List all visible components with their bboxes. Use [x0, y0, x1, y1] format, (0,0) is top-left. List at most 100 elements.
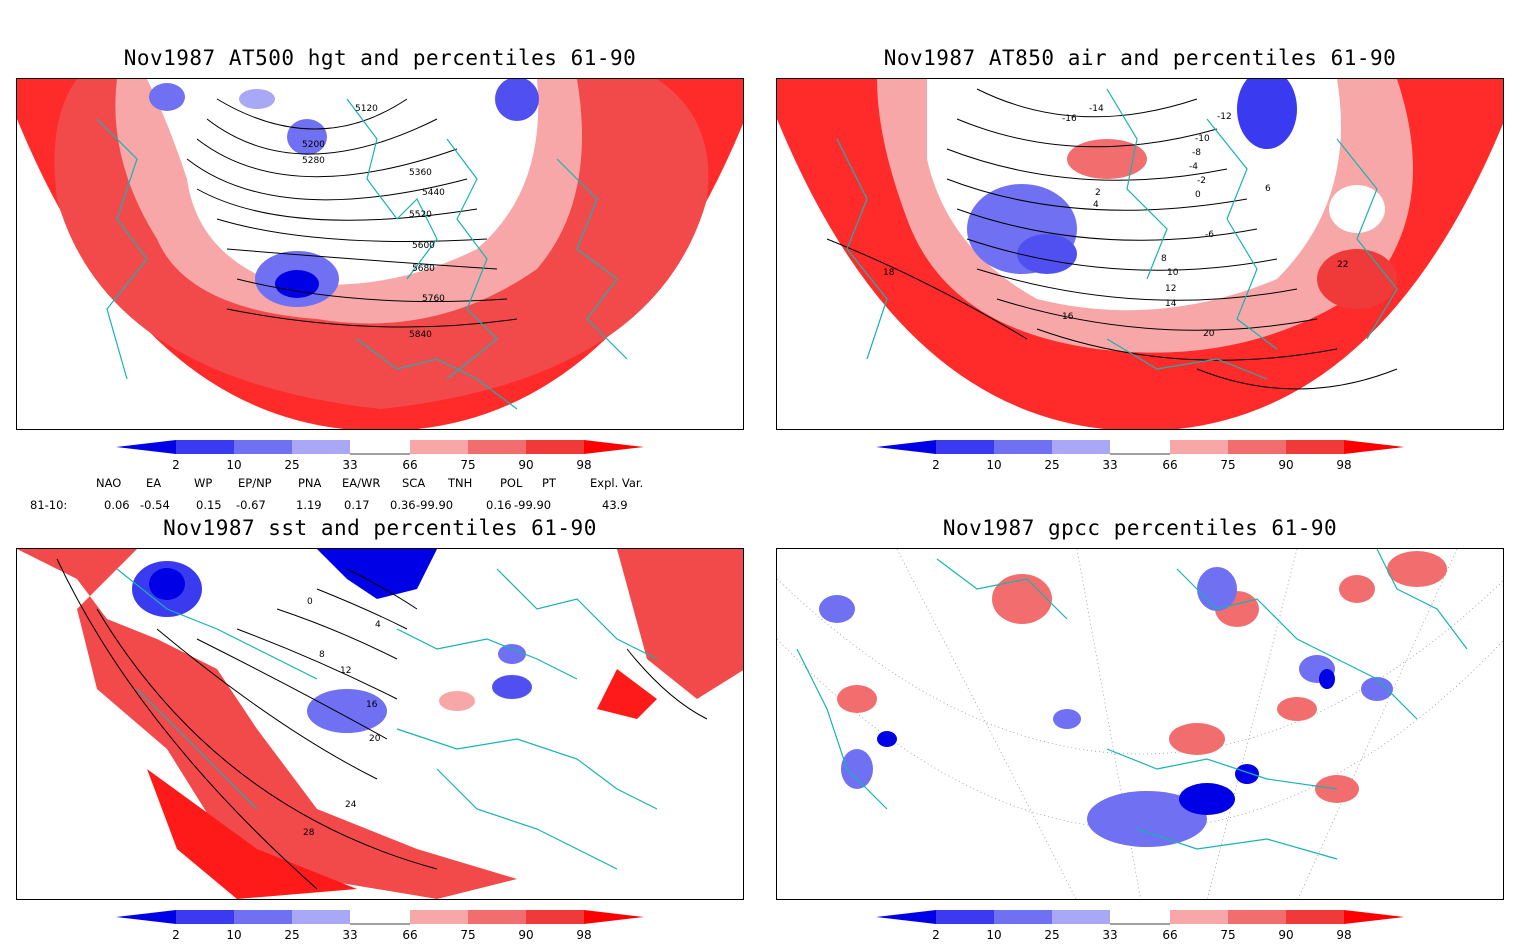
colorbar-swatch	[1110, 910, 1170, 924]
colorbar-swatch	[1286, 440, 1344, 454]
colorbar-swatch	[1052, 910, 1110, 924]
colorbar-label: 33	[342, 928, 358, 942]
index-header: NAO	[96, 476, 122, 490]
colorbar-swatch	[526, 910, 584, 924]
contour-label: 4	[375, 620, 381, 630]
colorbar-label: 10	[226, 458, 242, 472]
contour-label: -8	[1192, 148, 1201, 158]
colorbar-sst: 2 10 25 33 66 75 90 98	[116, 910, 676, 950]
sst-contour-labels: 0 4 8 12 16 20 24 28	[303, 597, 381, 838]
colorbar-label: 90	[518, 928, 534, 942]
colorbar-label: 33	[1102, 458, 1118, 472]
panel-title-sst: Nov1987 sst and percentiles 61-90	[163, 516, 597, 540]
contour-label: 16	[366, 700, 378, 710]
contour-label: -10	[1195, 134, 1210, 144]
map-panel-hgt500: 5120 5200 5280 5360 5440 5520 5600 5680 …	[16, 78, 744, 430]
colorbar-swatch	[584, 440, 644, 454]
index-value: -0.54	[140, 498, 170, 512]
contour-label: 20	[369, 734, 381, 744]
contour-label: 8	[319, 650, 325, 660]
colorbar-swatch	[1286, 910, 1344, 924]
contour-label: 5280	[302, 156, 325, 166]
colorbar-swatch	[584, 910, 644, 924]
colorbar-label: 98	[1336, 458, 1352, 472]
contour-label: 5120	[355, 104, 378, 114]
colorbar-air850: 2 10 25 33 66 75 90 98	[876, 440, 1436, 480]
index-header: PNA	[298, 476, 322, 490]
index-value: -99.90	[416, 498, 454, 512]
contour-label: -12	[1217, 112, 1232, 122]
contour-label: -2	[1197, 176, 1206, 186]
panel-title-air850: Nov1987 AT850 air and percentiles 61-90	[883, 46, 1397, 70]
colorbar-swatch	[1052, 440, 1110, 454]
map-panel-air850: -16 -14 -12 -10 -8 -6 -4 -2 0 2 4 6 8 10…	[776, 78, 1504, 430]
contour-label: 8	[1161, 254, 1167, 264]
contour-label: 5760	[422, 294, 445, 304]
index-value: -99.90	[514, 498, 552, 512]
colorbar-swatch	[936, 440, 994, 454]
colorbar-swatch	[1228, 910, 1286, 924]
index-header: TNH	[448, 476, 473, 490]
colorbar-label: 25	[284, 928, 300, 942]
colorbar-swatch	[1110, 440, 1170, 454]
colorbar-swatch	[876, 440, 936, 454]
contour-label: 5680	[412, 264, 435, 274]
colorbar-swatches	[876, 440, 1404, 455]
contour-label: 12	[340, 666, 351, 676]
index-value: -0.67	[236, 498, 266, 512]
map-panel-sst: 0 4 8 12 16 20 24 28	[16, 548, 744, 900]
colorbar-label: 2	[172, 458, 180, 472]
colorbar-swatch	[526, 440, 584, 454]
colorbar-gpcc: 2 10 25 33 66 75 90 98	[876, 910, 1436, 950]
contour-label: -6	[1205, 230, 1214, 240]
index-value: 0.17	[344, 498, 370, 512]
colorbar-label: 75	[1220, 458, 1236, 472]
contour-label: 24	[345, 800, 357, 810]
contour-label: 22	[1337, 260, 1348, 270]
colorbar-label: 66	[402, 928, 418, 942]
contour-label: 0	[1195, 190, 1201, 200]
colorbar-swatch	[410, 910, 468, 924]
index-value: 0.36	[390, 498, 416, 512]
colorbar-swatch	[350, 440, 410, 454]
colorbar-label: 98	[576, 458, 592, 472]
colorbar-label: 2	[172, 928, 180, 942]
index-header: SCA	[402, 476, 426, 490]
colorbar-swatch	[1170, 910, 1228, 924]
colorbar-swatch	[116, 440, 176, 454]
colorbar-swatch	[410, 440, 468, 454]
colorbar-label: 25	[1044, 928, 1060, 942]
colorbar-swatch	[994, 910, 1052, 924]
colorbar-swatch	[1344, 910, 1404, 924]
contour-label: -14	[1089, 104, 1104, 114]
map-panel-gpcc	[776, 548, 1504, 900]
colorbar-label: 2	[932, 928, 940, 942]
colorbar-label: 90	[1278, 928, 1294, 942]
index-header: EP/NP	[238, 476, 272, 490]
colorbar-hgt500: 2 10 25 33 66 75 90 98	[116, 440, 676, 480]
colorbar-label: 33	[342, 458, 358, 472]
colorbar-label: 98	[576, 928, 592, 942]
colorbar-label: 25	[284, 458, 300, 472]
contour-label: 4	[1093, 200, 1099, 210]
contour-label: 14	[1165, 299, 1177, 309]
index-header: EA	[146, 476, 162, 490]
colorbar-label: 66	[1162, 458, 1178, 472]
colorbar-label: 90	[1278, 458, 1294, 472]
contour-label: 10	[1167, 268, 1179, 278]
colorbar-swatch	[468, 910, 526, 924]
index-value: 0.16	[486, 498, 512, 512]
contour-label: 16	[1062, 312, 1074, 322]
colorbar-swatch	[1344, 440, 1404, 454]
sst-map: 0 4 8 12 16 20 24 28	[17, 549, 743, 899]
contour-label: -16	[1062, 114, 1077, 124]
colorbar-label: 10	[986, 928, 1002, 942]
colorbar-label: 66	[1162, 928, 1178, 942]
index-header: PT	[542, 476, 556, 490]
colorbar-label: 90	[518, 458, 534, 472]
air850-map: -16 -14 -12 -10 -8 -6 -4 -2 0 2 4 6 8 10…	[777, 79, 1503, 429]
colorbar-label: 98	[1336, 928, 1352, 942]
colorbar-label: 75	[1220, 928, 1236, 942]
index-row-label: 81-10:	[30, 498, 68, 512]
colorbar-swatch	[994, 440, 1052, 454]
